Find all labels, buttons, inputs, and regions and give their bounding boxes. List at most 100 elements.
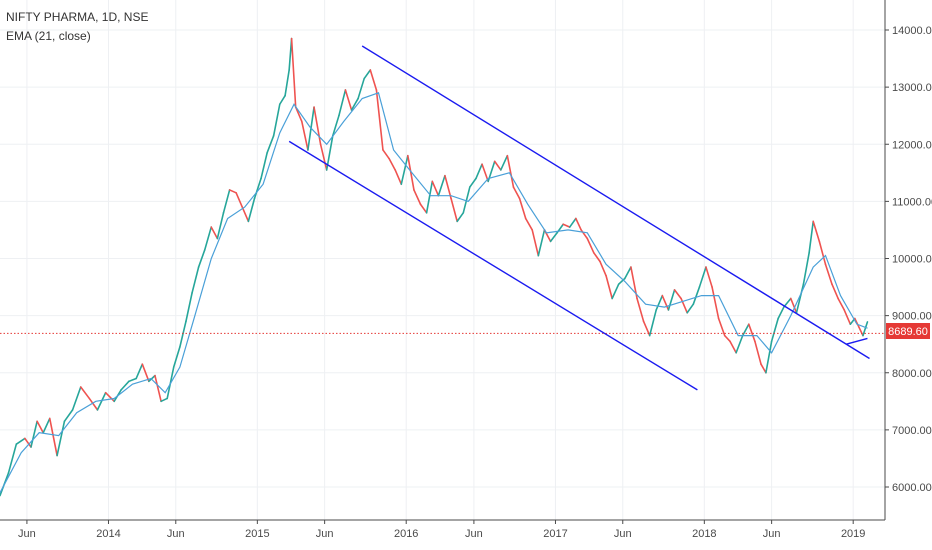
current-price-label: 8689.60 (886, 323, 930, 339)
price-segment (741, 323, 750, 337)
price-segment (42, 417, 51, 434)
y-tick-label: 9000.00 (892, 311, 932, 323)
price-segment (711, 286, 720, 320)
price-segment (862, 321, 869, 337)
price-segment (375, 89, 384, 151)
price-segment (717, 317, 726, 337)
price-segment (363, 69, 372, 80)
x-tick-label: Jun (316, 528, 334, 540)
price-segment (705, 266, 713, 288)
price-segment (537, 229, 546, 257)
price-segment (831, 283, 839, 300)
price-segment (71, 386, 82, 411)
price-segment (253, 177, 262, 200)
price-segment (400, 154, 409, 186)
price-segment (300, 120, 309, 151)
price-segment (154, 374, 162, 403)
price-segment (216, 212, 225, 240)
price-segment (680, 297, 689, 314)
price-segment (808, 220, 815, 254)
price-segment (858, 326, 864, 337)
price-segment (524, 217, 534, 231)
price-segment (506, 154, 515, 188)
price-segment (837, 297, 846, 311)
y-tick-label: 8000.00 (892, 368, 932, 380)
price-segment (388, 157, 396, 171)
price-segment (648, 309, 658, 337)
price-segment (290, 37, 297, 108)
price-segment (413, 189, 422, 206)
price-segment (120, 380, 130, 391)
price-segment (698, 266, 707, 288)
price-segment (222, 189, 231, 214)
price-segment (667, 289, 676, 311)
price-segment (431, 180, 440, 197)
price-segment (686, 303, 695, 314)
price-segment (760, 363, 767, 374)
y-tick-label: 10000.00 (892, 254, 932, 266)
current-price-label-bg (886, 323, 930, 339)
price-segment (235, 192, 244, 208)
price-segment (266, 134, 275, 154)
x-tick-label: Jun (18, 528, 36, 540)
price-segment (723, 334, 731, 343)
price-segment (562, 223, 571, 228)
trend-lines[interactable] (288, 45, 870, 391)
price-segment (469, 177, 477, 188)
ema-legend: EMA (21, close) (6, 29, 91, 43)
trend-line-support-line[interactable] (846, 337, 868, 345)
price-segment (357, 77, 365, 100)
price-segment (185, 291, 193, 323)
price-segment (141, 363, 150, 383)
price-segment (802, 251, 810, 286)
x-tick-label: 2016 (394, 528, 418, 540)
price-segment (673, 289, 682, 300)
price-segment (754, 340, 762, 365)
x-tick-label: 2017 (543, 528, 567, 540)
y-tick-label: 13000.00 (892, 82, 932, 94)
x-tick-label: 2014 (96, 528, 120, 540)
price-segment (48, 417, 58, 457)
x-tick-label: Jun (763, 528, 781, 540)
price-segment (636, 297, 645, 323)
price-segment (272, 103, 281, 137)
trend-line-channel-upper[interactable] (361, 45, 870, 360)
price-segment (824, 263, 833, 286)
price-segment (260, 152, 268, 180)
price-segment (15, 437, 26, 445)
price-segment (228, 189, 237, 194)
x-tick-label: Jun (167, 528, 185, 540)
price-segment (444, 174, 452, 200)
current-price-label-text: 8689.60 (888, 326, 928, 338)
price-segment (369, 69, 378, 91)
price-segment (789, 297, 798, 314)
price-segment (313, 106, 322, 146)
price-segment (599, 260, 607, 277)
price-segment (617, 277, 626, 286)
trend-line-channel-lower[interactable] (288, 140, 698, 391)
price-segment (63, 409, 74, 423)
price-segment (518, 197, 527, 220)
price-segment (7, 443, 18, 474)
price-segment (450, 197, 458, 223)
price-segment (160, 397, 169, 403)
ema-line (0, 92, 868, 493)
price-segment (135, 363, 144, 380)
price-segment (241, 206, 250, 223)
price-segment (56, 420, 66, 457)
price-segment (531, 229, 540, 257)
price-segment (812, 220, 821, 243)
price-segment (344, 89, 353, 111)
price-segment (191, 266, 200, 294)
price-segment (481, 163, 489, 183)
x-tick-label: 2015 (245, 528, 269, 540)
price-segment (729, 340, 737, 354)
price-segment (394, 169, 403, 186)
price-segment (284, 69, 290, 97)
y-tick-label: 6000.00 (892, 482, 932, 494)
price-segment (843, 309, 852, 325)
price-segment (104, 391, 115, 403)
